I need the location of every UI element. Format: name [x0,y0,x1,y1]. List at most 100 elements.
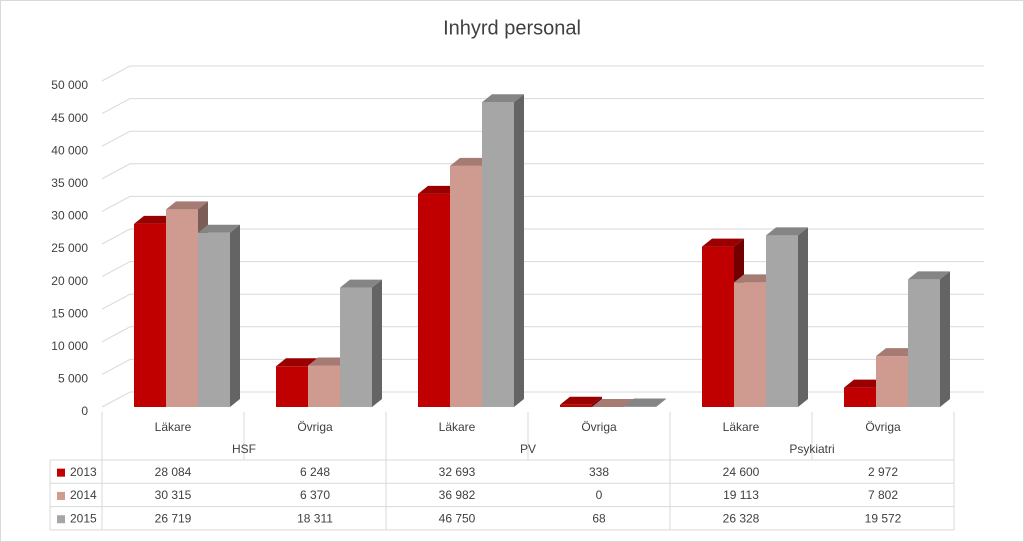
table-value: 26 328 [723,511,760,525]
y-tick-label: 30 000 [51,209,88,223]
table-value: 28 084 [155,465,192,479]
bar [560,396,602,407]
bar-front [734,282,766,407]
y-tick-label: 10 000 [51,339,88,353]
grid-line [101,326,984,343]
bar-side [656,398,666,407]
table-value: 24 600 [723,465,760,479]
legend-label: 2013 [70,465,97,479]
legend-label: 2014 [70,488,97,502]
table-value: 26 719 [155,511,192,525]
bar-front [560,404,592,407]
y-tick-label: 50 000 [51,78,88,92]
table-value: 46 750 [439,511,476,525]
group-label: PV [520,442,536,456]
table-value: 30 315 [155,488,192,502]
table-value: 0 [596,488,603,502]
legend-label: 2015 [70,511,97,525]
bar-top [592,399,634,407]
bar-front [198,232,230,407]
bar-top [560,396,602,405]
bar [340,279,382,407]
bar-front [450,165,482,407]
bar-front [276,366,308,407]
y-tick-label: 20 000 [51,274,88,288]
bar-side [798,227,808,407]
table-value: 6 248 [300,465,330,479]
category-label: Övriga [581,420,617,434]
y-tick-label: 5 000 [58,372,88,386]
bar-front [844,387,876,407]
bar-top [766,227,808,236]
y-tick-label: 15 000 [51,306,88,320]
y-tick-label: 35 000 [51,176,88,190]
category-label: Läkare [723,420,760,434]
bar-front [340,287,372,407]
bar-top [198,224,240,233]
group-label: Psykiatri [789,442,834,456]
bar-top [134,215,176,224]
bar-side [940,271,950,407]
bar-top [166,201,208,210]
bar-front [876,356,908,407]
chart-title: Inhyrd personal [443,17,581,39]
bar-side [372,279,382,407]
bar-front [418,193,450,407]
table-value: 18 311 [297,511,333,525]
bar [908,271,950,407]
bar-top [450,157,492,166]
table-value: 6 370 [300,488,330,502]
bar-front [166,209,198,407]
table-value: 7 802 [868,488,898,502]
bar-top [876,348,918,357]
bar-side [514,94,524,407]
bar-top [482,94,524,103]
table-value: 68 [592,511,606,525]
y-tick-label: 45 000 [51,111,88,125]
bar [592,399,634,407]
table-value: 19 113 [723,488,759,502]
legend-swatch [57,491,65,500]
bar-top [734,274,776,283]
table-value: 32 693 [439,465,476,479]
grid-line [101,261,984,278]
table-value: 2 972 [868,465,898,479]
category-label: Övriga [865,420,901,434]
bar-front [134,223,166,407]
bar-top [702,238,744,247]
bar-front [766,235,798,407]
legend-swatch [57,468,65,477]
category-label: Läkare [439,420,476,434]
bar [766,227,808,407]
grid-line [101,293,984,310]
bar-top [844,379,886,388]
bar-front [908,279,940,407]
table-value: 36 982 [439,488,476,502]
grid-line [101,130,984,147]
y-tick-label: 25 000 [51,241,88,255]
bar-top [624,398,666,407]
bar-front [308,365,340,407]
grid-line [101,228,984,245]
grid-line [101,195,984,212]
bar-top [908,271,950,280]
grid-line [101,98,984,115]
bar [624,398,666,407]
grid-line [101,163,984,180]
grid-line [101,65,984,82]
category-label: Övriga [297,420,333,434]
bar-top [340,279,382,288]
bar [482,94,524,407]
bar-front [702,246,734,407]
y-tick-label: 0 [81,404,88,418]
table-value: 19 572 [865,511,902,525]
group-label: HSF [232,442,256,456]
bar-top [308,357,350,366]
y-tick-label: 40 000 [51,143,88,157]
bar [198,224,240,407]
bar-side [592,396,602,407]
legend-swatch [57,515,65,524]
bar-front [482,102,514,407]
category-label: Läkare [155,420,192,434]
